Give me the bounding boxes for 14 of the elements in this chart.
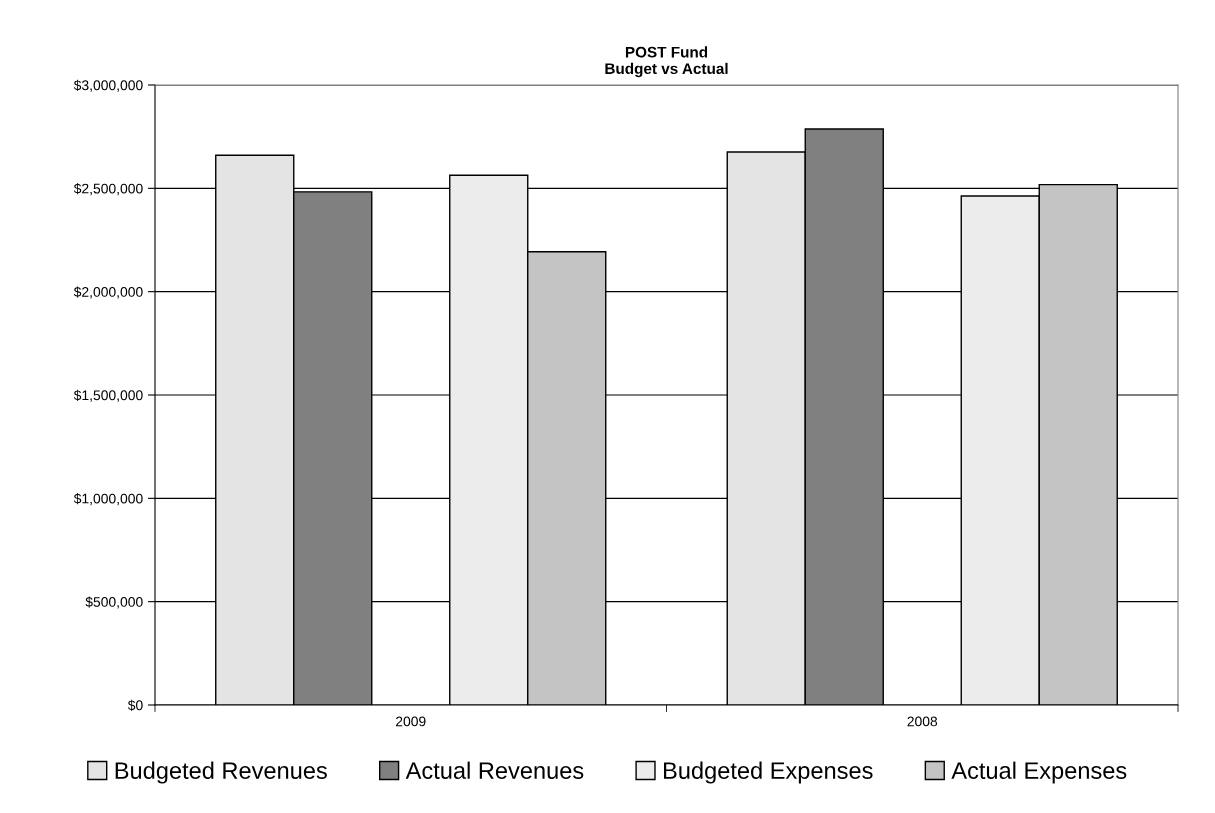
y-tick-label: $500,000: [85, 596, 143, 609]
legend-label: Budgeted Expenses: [664, 761, 873, 784]
legend-label: Actual Revenues: [405, 761, 584, 779]
y-tick-label: $0: [127, 699, 143, 711]
chart-title: POST Fund Budget vs Actual: [605, 46, 728, 78]
y-tick-label: $1,500,000: [73, 389, 143, 402]
y-tick-label: $1,000,000: [73, 493, 143, 506]
y-tick-label: $3,000,000: [73, 79, 143, 92]
x-tick-label: 2008: [907, 716, 938, 727]
y-tick-label: $2,500,000: [73, 183, 143, 196]
legend-label: Budgeted Revenues: [115, 761, 327, 784]
y-tick-label: $2,000,000: [73, 286, 143, 299]
legend-label: Actual Expenses: [951, 761, 1127, 784]
x-tick-label: 2009: [396, 716, 426, 727]
